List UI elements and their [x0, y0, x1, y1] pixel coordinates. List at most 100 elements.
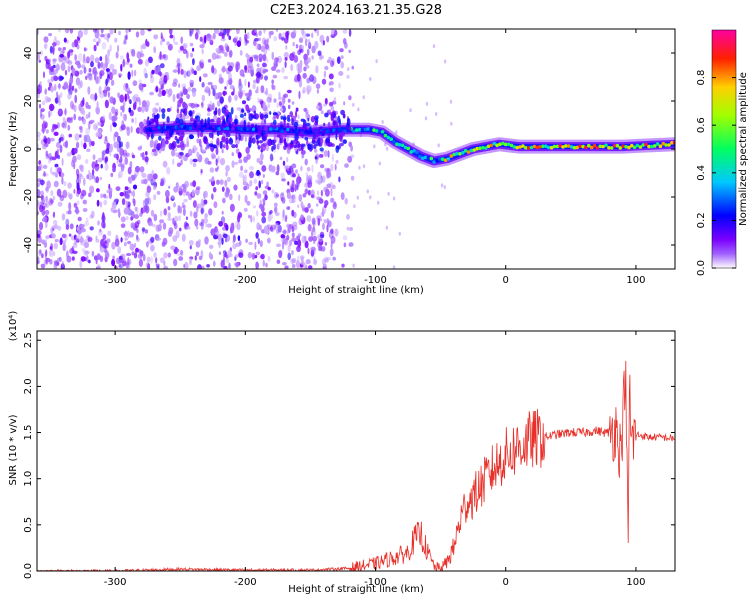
noise-speckle	[54, 224, 59, 230]
noise-speckle	[43, 171, 46, 177]
noise-speckle	[319, 104, 323, 111]
noise-speckle	[212, 102, 215, 111]
noise-speckle	[66, 255, 72, 263]
noise-speckle	[267, 255, 271, 262]
noise-speckle	[144, 156, 149, 163]
noise-speckle	[274, 212, 280, 216]
ridge-blob	[161, 126, 164, 133]
noise-speckle	[250, 69, 254, 77]
noise-speckle	[76, 226, 80, 231]
ridge-blob	[335, 133, 338, 140]
noise-speckle	[61, 122, 66, 128]
noise-speckle	[124, 156, 128, 165]
noise-speckle	[314, 29, 317, 32]
noise-speckle	[249, 171, 254, 179]
noise-speckle	[295, 169, 298, 174]
noise-speckle	[196, 138, 200, 144]
ridge-blob	[339, 134, 343, 142]
ridge-cell	[618, 146, 623, 150]
ridge-blob	[244, 112, 247, 117]
ridge-blob	[306, 139, 309, 147]
noise-speckle	[246, 200, 251, 206]
noise-speckle	[75, 60, 81, 66]
noise-speckle	[271, 189, 275, 194]
noise-speckle	[288, 104, 291, 110]
noise-speckle	[238, 159, 243, 164]
ridge-blob	[204, 118, 207, 124]
noise-speckle	[160, 32, 163, 39]
ridge-cell	[466, 150, 471, 154]
ridge-blob	[247, 124, 250, 130]
noise-speckle	[256, 58, 259, 62]
noise-speckle	[229, 49, 233, 58]
ridge-cell	[544, 144, 548, 148]
noise-speckle	[167, 252, 172, 258]
noise-speckle	[265, 58, 269, 63]
noise-speckle	[159, 40, 163, 46]
noise-speckle	[158, 87, 162, 95]
ridge-cell	[612, 143, 617, 148]
noise-speckle	[196, 203, 202, 209]
noise-speckle	[117, 92, 120, 98]
noise-speckle	[303, 183, 308, 188]
noise-speckle	[46, 129, 49, 134]
noise-speckle	[131, 49, 136, 57]
noise-speckle	[227, 249, 232, 258]
noise-speckle	[322, 222, 325, 231]
noise-speckle	[88, 68, 92, 73]
ridge-cell	[440, 157, 445, 161]
noise-speckle	[229, 193, 233, 201]
noise-speckle	[173, 34, 176, 43]
noise-speckle	[258, 203, 264, 209]
noise-speckle	[296, 184, 299, 191]
ridge-blob	[223, 118, 226, 125]
noise-speckle	[329, 182, 334, 190]
noise-speckle	[79, 237, 84, 244]
noise-speckle	[362, 95, 365, 100]
y-tick-label: 40	[23, 47, 34, 60]
noise-speckle	[331, 29, 335, 37]
noise-speckle	[120, 105, 123, 111]
noise-speckle	[54, 97, 59, 104]
noise-speckle	[310, 208, 314, 214]
ridge-cell	[581, 144, 585, 149]
ridge-cell	[475, 146, 479, 151]
noise-speckle	[316, 89, 319, 94]
noise-speckle	[231, 152, 235, 157]
ridge-blob	[248, 113, 253, 117]
noise-speckle	[342, 29, 348, 34]
ridge-blob	[203, 126, 206, 131]
noise-speckle	[286, 234, 290, 241]
noise-speckle	[43, 71, 45, 79]
noise-speckle	[38, 160, 42, 165]
noise-speckle	[114, 37, 118, 43]
noise-speckle	[237, 89, 243, 98]
noise-speckle	[95, 125, 98, 129]
noise-speckle	[51, 171, 57, 176]
ridge-blob	[267, 139, 272, 147]
ridge-cell	[661, 141, 666, 146]
noise-speckle	[432, 44, 436, 49]
noise-speckle	[146, 173, 151, 181]
noise-speckle	[38, 103, 42, 109]
noise-speckle	[290, 31, 296, 39]
noise-speckle	[206, 264, 210, 268]
noise-speckle	[230, 225, 234, 234]
noise-speckle	[184, 114, 190, 120]
spectrogram-x-ticks: -300 -200 -100 0 100	[104, 29, 645, 286]
noise-speckle	[314, 148, 318, 153]
noise-speckle	[45, 150, 49, 157]
noise-speckle	[85, 75, 88, 81]
noise-speckle	[256, 71, 262, 78]
noise-speckle	[73, 189, 76, 194]
noise-speckle	[77, 216, 82, 222]
colorbar: 0.00.20.40.60.8 Normalized spectral ampl…	[696, 29, 749, 276]
noise-speckle	[167, 212, 171, 219]
noise-speckle	[280, 238, 285, 242]
noise-speckle	[71, 103, 75, 111]
noise-speckle	[119, 155, 123, 163]
noise-speckle	[286, 89, 292, 94]
noise-speckle	[197, 264, 202, 269]
ridge-cell	[589, 145, 594, 150]
noise-speckle	[297, 173, 300, 179]
